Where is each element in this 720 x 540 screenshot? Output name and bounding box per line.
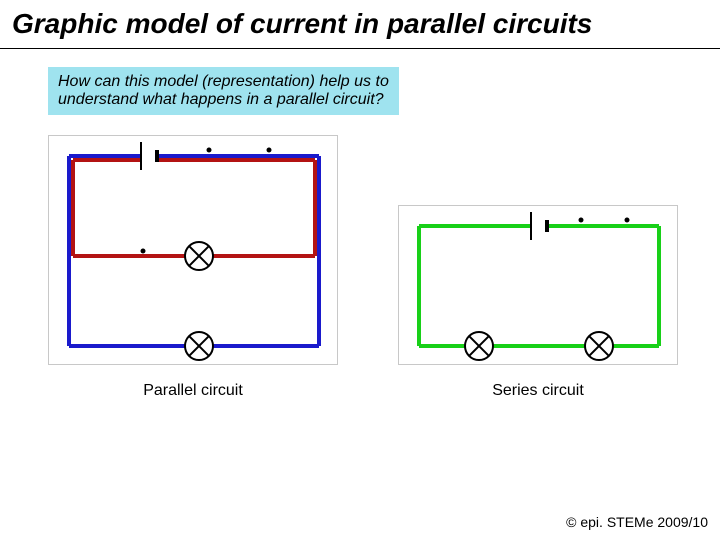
question-line-2: understand what happens in a parallel ci… [58,91,389,109]
series-svg [398,205,678,365]
parallel-diagram: Parallel circuit [48,135,338,400]
parallel-svg [48,135,338,365]
parallel-caption: Parallel circuit [48,382,338,400]
copyright-text: © epi. STEMe 2009/10 [566,514,708,530]
diagrams-row: Parallel circuit Series circuit [0,135,720,400]
question-line-1: How can this model (representation) help… [58,73,389,91]
series-diagram: Series circuit [398,205,678,400]
page-title: Graphic model of current in parallel cir… [0,0,720,49]
series-caption: Series circuit [398,382,678,400]
question-box: How can this model (representation) help… [48,67,399,115]
